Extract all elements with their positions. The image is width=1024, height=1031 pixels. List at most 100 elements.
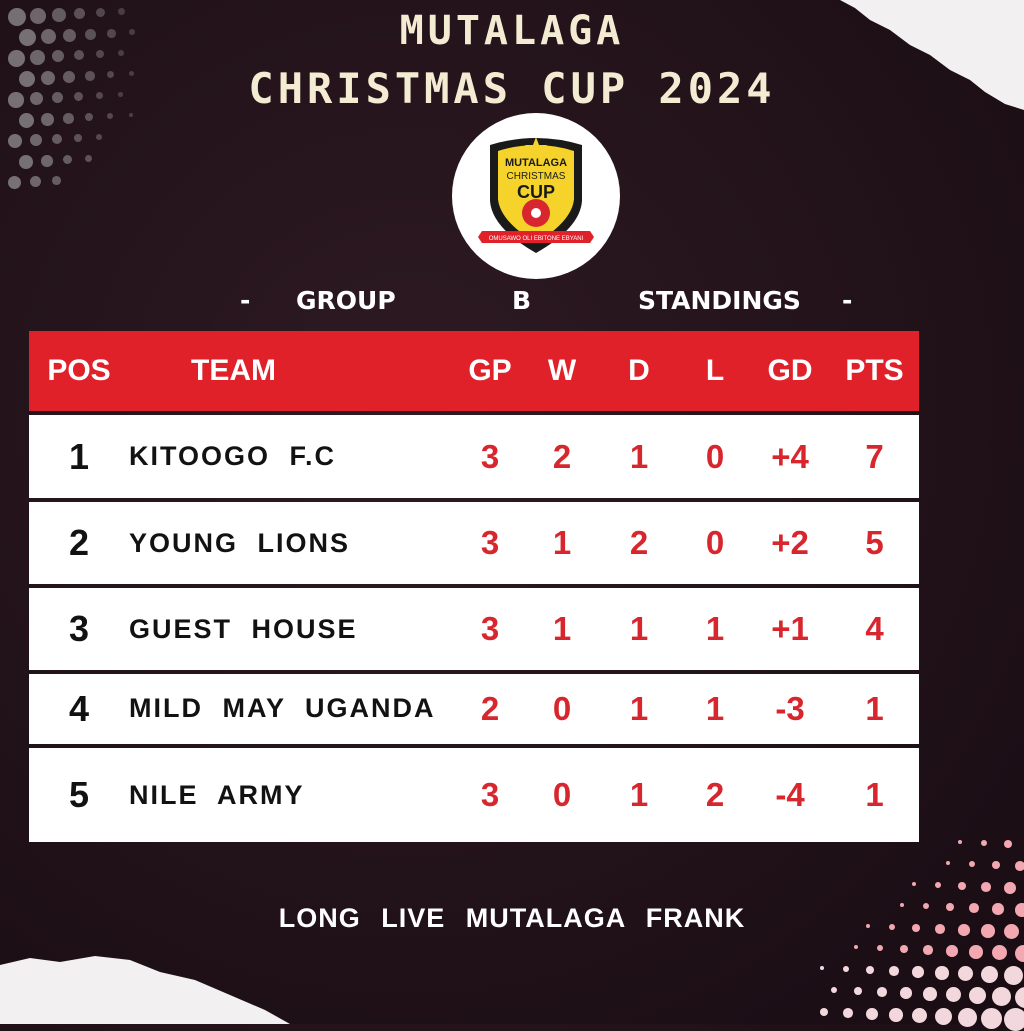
halftone-dot [63, 113, 74, 124]
row-l: 1 [680, 674, 750, 744]
halftone-dot [30, 50, 45, 65]
table-row: 2 YOUNG LIONS 3 1 2 0 +2 5 [29, 502, 919, 584]
halftone-dots-bottom-right [820, 840, 1024, 1031]
logo-ribbon-text: OMUSAWO OLI EBITONE EBYANI [489, 236, 584, 242]
halftone-dot [30, 134, 43, 147]
halftone-dot [935, 966, 949, 980]
halftone-dot [96, 50, 104, 58]
halftone-dot [41, 29, 57, 45]
row-l: 0 [680, 502, 750, 584]
header-pts: PTS [845, 354, 904, 387]
subtitle-dash-left: - [240, 286, 251, 315]
halftone-dot [992, 903, 1004, 915]
halftone-dot [923, 903, 929, 909]
table-row: 4 MILD MAY UGANDA 2 0 1 1 -3 1 [29, 674, 919, 744]
halftone-dot [30, 8, 46, 24]
row-d: 1 [598, 415, 680, 498]
halftone-dot [923, 945, 933, 955]
logo-text-3: CUP [517, 182, 555, 202]
halftone-dot [129, 71, 135, 77]
halftone-dot [992, 861, 1000, 869]
halftone-dot [41, 113, 54, 126]
footer-tagline: LONG LIVE MUTALAGA FRANK [278, 903, 746, 933]
row-gd: -3 [750, 674, 830, 744]
table-row: 3 GUEST HOUSE 3 1 1 1 +1 4 [29, 588, 919, 670]
halftone-dot [118, 8, 125, 15]
row-gp: 3 [454, 502, 526, 584]
halftone-dot [981, 924, 995, 938]
subtitle-group-letter: B [512, 286, 532, 315]
subtitle-group: GROUP [296, 286, 396, 315]
row-pos: 3 [29, 588, 129, 670]
halftone-dot [85, 113, 94, 122]
header-d: D [628, 354, 650, 387]
table-row: 1 KITOOGO F.C 3 2 1 0 +4 7 [29, 415, 919, 498]
halftone-dot [96, 92, 103, 99]
halftone-dot [1004, 882, 1016, 894]
header-gp: GP [468, 354, 512, 387]
row-w: 1 [526, 588, 598, 670]
row-team: MILD MAY UGANDA [129, 674, 454, 744]
row-gd: +2 [750, 502, 830, 584]
halftone-dot [63, 155, 73, 165]
halftone-dot [935, 1008, 953, 1026]
halftone-dot [969, 861, 975, 867]
halftone-dot [118, 92, 123, 97]
row-pos: 2 [29, 502, 129, 584]
halftone-dot [30, 92, 44, 106]
halftone-dot [19, 29, 37, 47]
halftone-dot [854, 945, 858, 949]
row-pts: 4 [830, 588, 919, 670]
halftone-dot [946, 945, 958, 957]
halftone-dot [889, 1008, 903, 1022]
halftone-dot [900, 945, 908, 953]
halftone-dots-top-left [0, 0, 140, 200]
halftone-dot [889, 924, 895, 930]
halftone-dot [981, 1008, 1003, 1030]
header-l: L [705, 354, 725, 387]
halftone-dot [52, 134, 62, 144]
halftone-dot [900, 903, 904, 907]
halftone-dot [8, 134, 23, 149]
header-team: TEAM [191, 354, 276, 387]
halftone-dot [877, 987, 887, 997]
header-gd: GD [767, 354, 813, 387]
row-pos: 5 [29, 748, 129, 842]
halftone-dot [8, 8, 26, 26]
halftone-dot [52, 50, 65, 63]
row-w: 0 [526, 748, 598, 842]
halftone-dot [85, 29, 96, 40]
halftone-dot [900, 987, 912, 999]
shield-logo-icon: MUTALAGA CHRISTMAS CUP OMUSAWO OLI EBITO… [478, 137, 594, 253]
halftone-dot [19, 113, 34, 128]
halftone-dot [1015, 945, 1024, 963]
group-subtitle: - GROUP B STANDINGS - [0, 286, 1024, 318]
halftone-dot [958, 840, 962, 844]
halftone-dot [85, 71, 95, 81]
row-l: 2 [680, 748, 750, 842]
halftone-dot [912, 1008, 928, 1024]
halftone-dot [107, 29, 116, 38]
halftone-dot [866, 966, 874, 974]
halftone-dot [74, 92, 83, 101]
header-w: W [547, 354, 577, 387]
row-pos: 4 [29, 674, 129, 744]
row-team: KITOOGO F.C [129, 415, 454, 498]
row-w: 2 [526, 415, 598, 498]
halftone-dot [107, 71, 115, 79]
row-pts: 1 [830, 748, 919, 842]
halftone-dot [992, 945, 1008, 961]
halftone-dot [935, 882, 941, 888]
row-pts: 7 [830, 415, 919, 498]
halftone-dot [1015, 861, 1024, 871]
halftone-dot [1015, 987, 1024, 1009]
header-pos: POS [47, 354, 111, 387]
halftone-dot [19, 71, 36, 88]
halftone-dot [981, 840, 987, 846]
halftone-dot [831, 987, 837, 993]
row-l: 1 [680, 588, 750, 670]
row-pos: 1 [29, 415, 129, 498]
row-d: 1 [598, 748, 680, 842]
torn-paper-bottom-left [0, 956, 290, 1024]
halftone-dot [74, 8, 86, 20]
